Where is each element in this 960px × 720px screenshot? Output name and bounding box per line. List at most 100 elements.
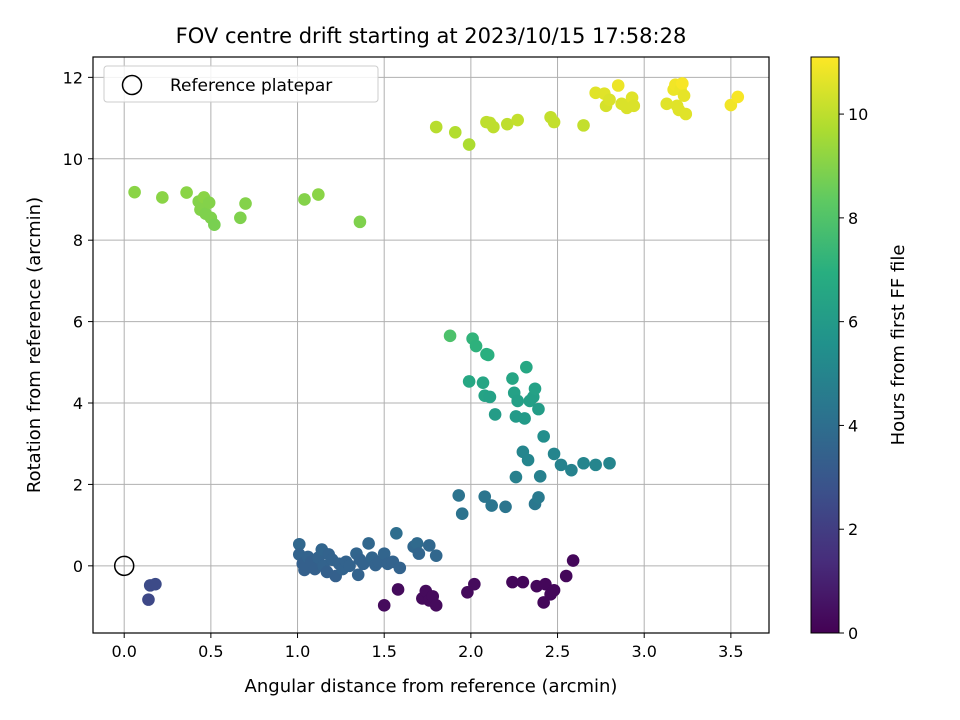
legend-box [103, 65, 379, 103]
scatter-point [462, 138, 476, 151]
y-tick-label: 8 [73, 231, 83, 250]
x-tick-label: 0.5 [198, 642, 223, 661]
x-tick-label: 3.5 [718, 642, 743, 661]
scatter-point [422, 539, 436, 552]
scatter-point [487, 120, 500, 134]
scatter-point [142, 593, 155, 606]
x-axis-label: Angular distance from reference (arcmin) [245, 676, 618, 697]
scatter-point [516, 575, 530, 589]
colorbar-ticks: 0 2 4 6 8 10 [839, 105, 868, 643]
chart-title: FOV centre drift starting at 2023/10/15 … [176, 24, 687, 48]
scatter-point [532, 402, 545, 416]
scatter-point [565, 463, 578, 477]
scatter-point [202, 196, 216, 210]
scatter-point [412, 547, 426, 560]
x-tick-label: 2.5 [545, 642, 570, 661]
scatter-point [455, 507, 469, 521]
scatter-point [468, 577, 481, 591]
scatter-point [676, 77, 689, 90]
colorbar: 0 2 4 6 8 10 Hours from first FF file [810, 56, 909, 643]
scatter-point [377, 547, 391, 560]
scatter-point [377, 599, 391, 612]
scatter-point [499, 500, 512, 514]
scatter-point [156, 191, 169, 204]
y-tick-label: 6 [73, 313, 83, 332]
colorbar-tick-label: 0 [848, 624, 858, 643]
scatter-point [731, 90, 745, 104]
scatter-point [128, 185, 141, 199]
x-tick-label: 0.0 [111, 642, 136, 661]
scatter-point [611, 79, 625, 92]
scatter-point [547, 583, 561, 597]
scatter-point [679, 107, 693, 121]
scatter-point [429, 120, 443, 134]
scatter-point [547, 115, 561, 129]
colorbar-gradient [810, 56, 840, 634]
colorbar-tick-label: 2 [848, 520, 858, 539]
scatter-point [532, 491, 545, 504]
x-tick-label: 1.5 [371, 642, 396, 661]
scatter-point [208, 218, 221, 232]
scatter-point [298, 193, 311, 206]
scatter-point [660, 97, 674, 111]
scatter-point [483, 390, 497, 404]
reference-marker [113, 555, 135, 577]
x-tick-label: 2.0 [458, 642, 483, 661]
data-points [128, 77, 745, 612]
scatter-point [234, 211, 247, 225]
colorbar-tick-label: 4 [848, 416, 858, 435]
scatter-point [488, 408, 502, 421]
scatter-point [292, 537, 306, 551]
scatter-point [410, 537, 424, 550]
x-tick-label: 1.0 [285, 642, 310, 661]
scatter-point [443, 329, 457, 343]
scatter-point [362, 537, 375, 550]
scatter-point [469, 339, 483, 353]
scatter-point [448, 126, 462, 139]
scatter-point [520, 360, 533, 374]
x-tick-label: 3.0 [631, 642, 656, 661]
colorbar-tick-label: 10 [848, 105, 868, 124]
scatter-point [351, 568, 365, 582]
legend-label: Reference platepar [170, 76, 332, 96]
scatter-point [506, 575, 519, 589]
y-tick-label: 12 [63, 68, 83, 87]
legend: Reference platepar [103, 65, 379, 103]
scatter-point [521, 453, 535, 467]
scatter-point [603, 93, 616, 107]
scatter-point [511, 113, 524, 127]
colorbar-label: Hours from first FF file [888, 245, 909, 446]
scatter-point [627, 99, 641, 113]
x-axis-ticks: 0.0 0.5 1.0 1.5 2.0 2.5 3.0 3.5 [111, 633, 744, 661]
plot-frame [92, 56, 770, 634]
scatter-point [391, 583, 405, 596]
scatter-point [554, 458, 568, 472]
scatter-point [509, 470, 523, 484]
scatter-point [511, 394, 524, 408]
y-axis-label: Rotation from reference (arcmin) [24, 197, 45, 493]
scatter-point [518, 412, 531, 425]
scatter-point [528, 382, 542, 396]
scatter-point [677, 89, 691, 102]
scatter-point [485, 499, 498, 512]
scatter-point [462, 375, 476, 388]
colorbar-tick-label: 6 [848, 313, 858, 332]
y-tick-label: 10 [63, 150, 83, 169]
scatter-point [312, 188, 325, 201]
y-tick-label: 0 [73, 557, 83, 576]
legend-marker-icon [121, 74, 143, 96]
scatter-point [603, 456, 616, 470]
scatter-point [559, 569, 573, 583]
scatter-point [343, 559, 356, 573]
scatter-point [533, 469, 547, 483]
scatter-point [429, 549, 443, 562]
scatter-point [506, 372, 519, 385]
y-axis-ticks: 0 2 4 6 8 10 12 [63, 68, 93, 576]
scatter-point [589, 458, 602, 472]
scatter-point [577, 119, 590, 132]
y-tick-label: 4 [73, 394, 83, 413]
scatter-point [452, 489, 466, 502]
scatter-point [149, 577, 162, 591]
scatter-point [547, 447, 561, 461]
